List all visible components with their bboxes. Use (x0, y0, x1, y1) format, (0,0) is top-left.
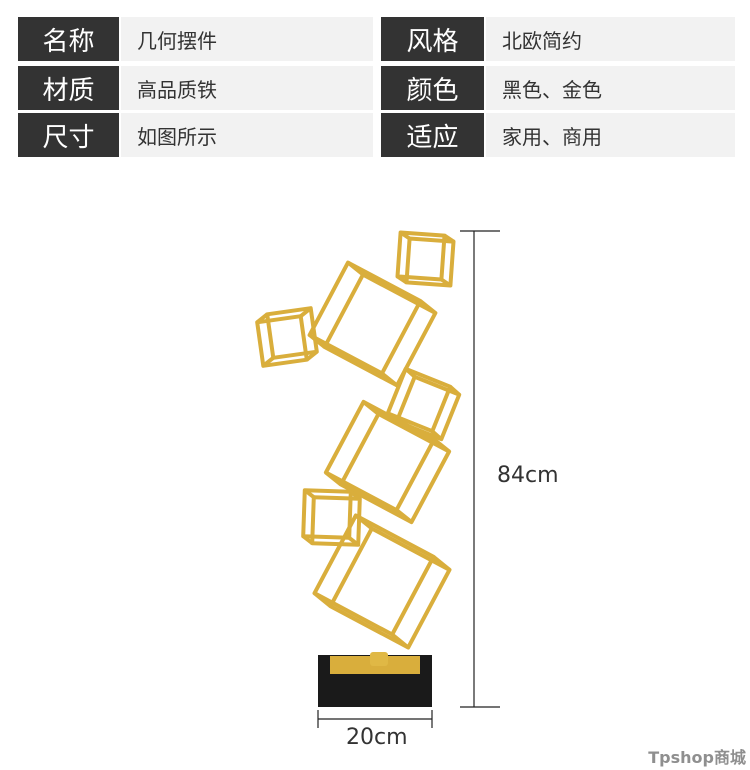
spec-label-name: 名称 (18, 17, 119, 61)
cube-edge (448, 385, 461, 397)
height-label: 84cm (497, 463, 559, 488)
cube-face (328, 526, 452, 650)
cube-edge (395, 508, 413, 524)
spec-label-color: 颜色 (381, 66, 484, 110)
cube-face (385, 366, 453, 434)
spec-value-name: 几何摆件 (121, 17, 373, 61)
cube-face (323, 399, 437, 513)
cube-edge (262, 356, 275, 368)
cube-face (312, 513, 436, 637)
width-label: 20cm (346, 725, 408, 750)
cube-edge (303, 488, 316, 499)
cube-edge (354, 513, 374, 531)
cube-face (255, 314, 309, 368)
cube-edge (313, 591, 332, 608)
cube-edge (301, 534, 314, 545)
cube-edge (305, 350, 319, 362)
cube-edge (440, 277, 452, 288)
spec-label-style: 风格 (381, 17, 484, 61)
gold-cube-frame (255, 230, 462, 650)
cube-edge (404, 367, 417, 379)
spec-value-material: 高品质铁 (121, 66, 373, 110)
cube-edge (347, 536, 360, 547)
spec-value-usage: 家用、商用 (486, 113, 735, 157)
spec-value-size: 如图所示 (121, 113, 373, 157)
cube-edge (390, 632, 410, 650)
cube-edge (346, 260, 365, 277)
spec-table: 名称 几何摆件 风格 北欧简约 材质 高品质铁 颜色 黑色、金色 尺寸 如图所示… (0, 0, 750, 160)
base-connector (370, 652, 388, 666)
cube-face (322, 272, 438, 388)
cube-edge (299, 306, 312, 318)
watermark: Tpshop商城 (648, 748, 746, 767)
cube-edge (380, 371, 399, 388)
cube-edge (324, 470, 343, 487)
cube-edge (255, 312, 269, 324)
cube-edge (419, 299, 437, 315)
cube-edge (399, 230, 411, 241)
spec-label-material: 材质 (18, 66, 119, 110)
cube-edge (443, 233, 455, 244)
spec-value-color: 黑色、金色 (486, 66, 735, 110)
cube-edge (432, 437, 451, 454)
cube-edge (396, 274, 408, 285)
cube-face (310, 495, 362, 547)
cube-edge (349, 490, 362, 501)
cube-edge (430, 429, 443, 441)
spec-value-style: 北欧简约 (486, 17, 735, 61)
cube-face (404, 236, 456, 288)
cube-edge (362, 400, 380, 416)
spec-label-usage: 适应 (381, 113, 484, 157)
cube-edge (432, 555, 451, 572)
spec-label-size: 尺寸 (18, 113, 119, 157)
